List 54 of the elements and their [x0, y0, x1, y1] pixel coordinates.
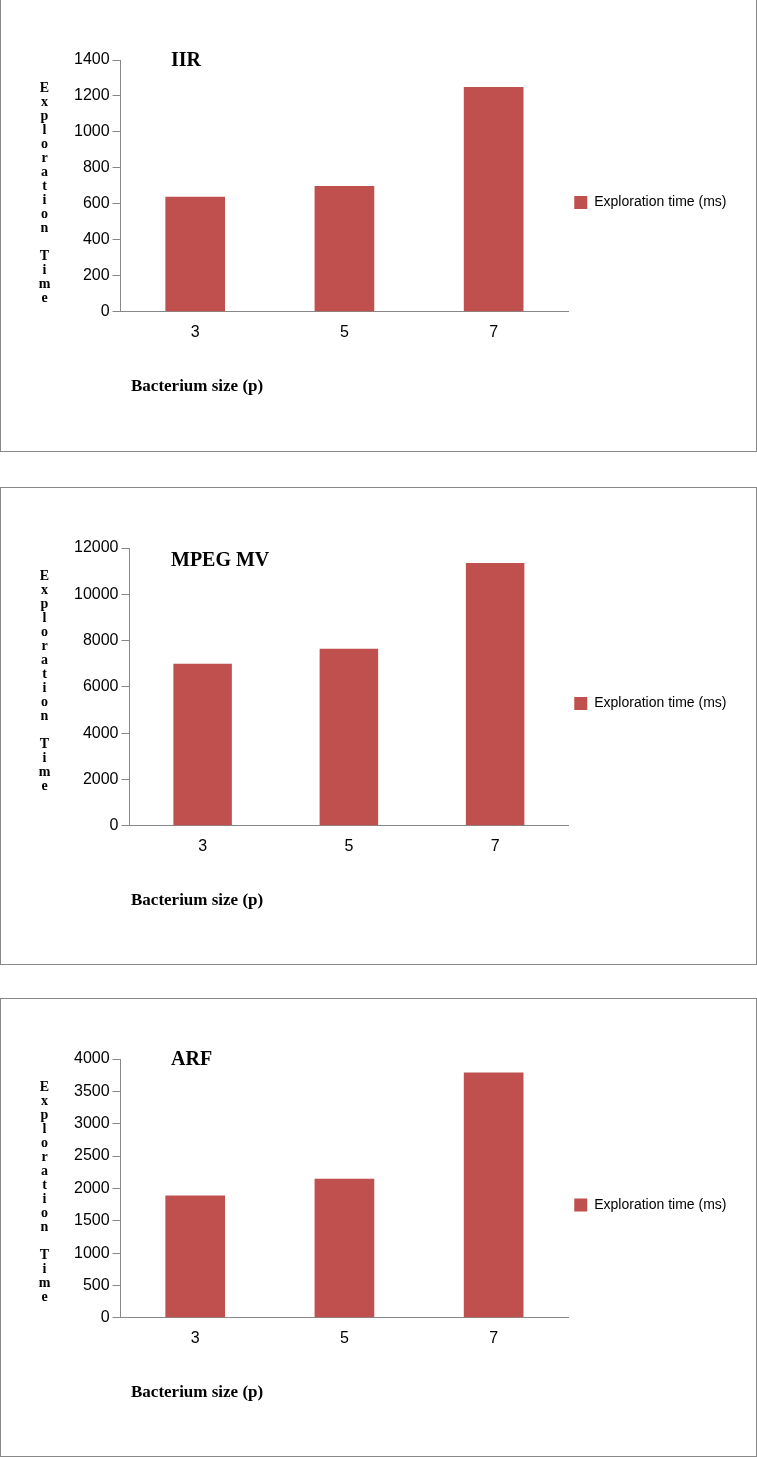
bar: [463, 1072, 524, 1318]
y-tick-label: 1500: [74, 1211, 110, 1229]
y-tick-label: 400: [82, 230, 110, 248]
x-axis-title: Bacterium size (p): [131, 1382, 264, 1402]
y-tick-label: 0: [100, 1308, 110, 1326]
y-tick-label: 2000: [74, 1178, 110, 1196]
y-tick-label: 800: [82, 158, 110, 176]
x-tick-label: 3: [190, 322, 200, 340]
y-tick-label: 4000: [74, 1049, 110, 1067]
x-tick-label: 7: [490, 836, 500, 854]
x-tick-label: 3: [198, 836, 208, 854]
x-tick-label: 7: [489, 322, 499, 340]
legend-label: Exploration time (ms): [594, 1195, 727, 1212]
y-tick-label: 600: [82, 194, 110, 212]
bar: [314, 185, 375, 312]
y-tick-label: 0: [109, 816, 119, 834]
y-tick-label: 10000: [73, 584, 119, 602]
bar: [173, 663, 232, 826]
bar: [165, 196, 226, 312]
x-axis-title: Bacterium size (p): [131, 890, 264, 910]
y-tick-label: 2000: [82, 769, 119, 787]
y-tick-label: 500: [82, 1275, 110, 1293]
bar: [314, 1178, 375, 1318]
bar: [319, 648, 379, 826]
legend-label: Exploration time (ms): [594, 694, 727, 711]
y-tick-label: 3500: [74, 1081, 110, 1099]
bar: [463, 86, 524, 312]
bar: [465, 563, 525, 826]
y-axis-title: Exploration Time: [37, 80, 52, 304]
chart-title: IIR: [171, 48, 202, 71]
y-tick-label: 1000: [74, 122, 110, 140]
x-axis-title: Bacterium size (p): [131, 376, 264, 396]
x-tick-label: 5: [344, 836, 354, 854]
y-tick-label: 4000: [82, 723, 119, 741]
chart-title: MPEG MV: [171, 548, 270, 571]
y-tick-label: 1200: [74, 86, 110, 104]
y-axis-title: Exploration Time: [37, 568, 52, 792]
y-tick-label: 3000: [74, 1114, 110, 1132]
x-tick-label: 3: [190, 1328, 200, 1346]
y-axis-title: Exploration Time: [37, 1079, 52, 1303]
y-tick-label: 12000: [73, 538, 119, 556]
x-tick-label: 5: [339, 322, 349, 340]
y-tick-label: 200: [82, 266, 110, 284]
y-tick-label: 6000: [82, 677, 119, 695]
bar: [165, 1195, 226, 1318]
x-tick-label: 7: [489, 1328, 499, 1346]
y-tick-label: 2500: [74, 1146, 110, 1164]
legend-label: Exploration time (ms): [594, 193, 727, 210]
y-tick-label: 1000: [74, 1243, 110, 1261]
y-tick-label: 8000: [82, 631, 119, 649]
y-tick-label: 0: [100, 302, 110, 320]
y-tick-label: 1400: [74, 50, 110, 68]
chart-title: ARF: [171, 1047, 213, 1070]
x-tick-label: 5: [339, 1328, 349, 1346]
